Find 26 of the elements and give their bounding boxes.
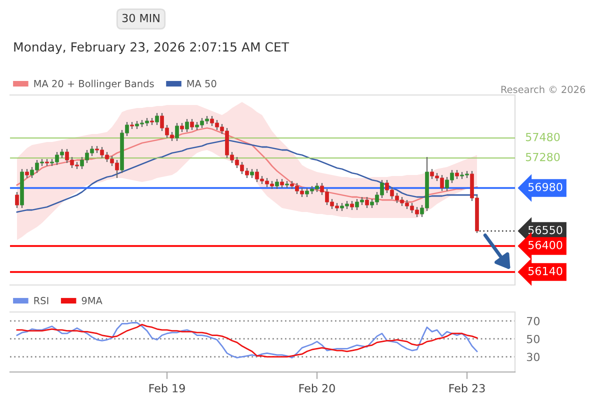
y-tick-label: 50 [526,334,540,344]
text: 30 MIN [122,14,160,22]
x-tick-label: Feb 23 [449,384,485,392]
candlestick [185,118,189,133]
candlestick [365,196,369,209]
ref-line-label: 56140 [528,266,562,276]
candlestick [175,122,179,142]
text: Research © 2026 [501,86,586,94]
y-tick-label: 70 [527,316,540,326]
chart-subtitle: Monday, February 23, 2026 2:07:15 AM CET [14,42,290,54]
x-tick-label: Feb 19 [149,384,185,392]
candlestick [15,191,19,209]
y-tick-label: 30 [526,352,540,362]
legend-label: 9MA [82,296,102,304]
legend-label: RSI [34,296,48,304]
ref-line-label: 57480 [526,132,560,142]
candlestick [190,118,194,131]
ref-line-label: 56980 [528,182,562,192]
ref-line-label: 57280 [526,152,560,162]
legend-label: MA 20 + Bollinger Bands [34,80,154,90]
candlestick [155,112,159,126]
legend-label: MA 50 [187,80,216,88]
ref-line-label: 56400 [528,240,562,250]
ref-line-label: 56550 [528,226,562,234]
x-tick-label: Feb 20 [299,384,335,392]
candlestick [275,178,279,190]
